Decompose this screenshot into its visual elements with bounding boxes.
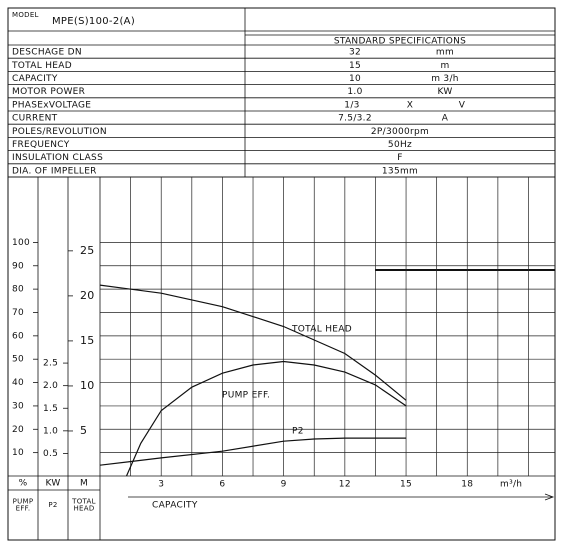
spec-value: X xyxy=(407,100,413,110)
spec-value: 10 xyxy=(349,74,361,84)
x-axis-title: CAPACITY xyxy=(152,501,198,511)
curve xyxy=(99,437,407,466)
spec-label: PHASExVOLTAGE xyxy=(12,100,91,110)
y-tick-label: 70 xyxy=(12,308,24,318)
y-tick-label: 25 xyxy=(80,244,95,257)
y-tick-label: 30 xyxy=(12,401,24,411)
y-tick-label: 15 xyxy=(80,334,95,347)
spec-value: 7.5/3.2 xyxy=(338,114,372,124)
spec-value: mm xyxy=(436,48,454,58)
spec-label: CAPACITY xyxy=(12,74,58,84)
curve xyxy=(125,360,407,477)
y-tick-label: 100 xyxy=(12,238,30,248)
spec-value: A xyxy=(442,114,449,124)
model-value: MPE(S)100-2(A) xyxy=(52,16,135,27)
spec-value: 1/3 xyxy=(344,100,359,110)
axis-name: PUMP xyxy=(13,498,34,506)
x-tick-label: 12 xyxy=(339,480,351,490)
y-tick-label: 60 xyxy=(12,331,24,341)
x-tick-label: 18 xyxy=(461,480,473,490)
curve xyxy=(99,284,407,401)
arrow-head xyxy=(544,493,555,501)
axis-name: HEAD xyxy=(73,505,94,513)
y-tick-label: 20 xyxy=(80,289,95,302)
axis-unit: % xyxy=(19,479,28,489)
spec-label: TOTAL HEAD xyxy=(11,61,72,71)
axis-name: TOTAL xyxy=(71,498,96,506)
spec-value: m 3/h xyxy=(431,74,459,84)
specs-title: STANDARD SPECIFICATIONS xyxy=(334,37,466,47)
model-label: MODEL xyxy=(12,11,39,19)
x-unit: m³/h xyxy=(500,480,522,490)
spec-label: DESCHAGE DN xyxy=(12,48,82,58)
spec-value: 32 xyxy=(349,48,361,58)
spec-value: F xyxy=(397,153,402,163)
spec-label: FREQUENCY xyxy=(12,140,70,150)
y-tick-label: 80 xyxy=(12,285,24,295)
y-tick-label: 1.5 xyxy=(43,404,58,414)
x-tick-label: 6 xyxy=(219,480,225,490)
y-tick-label: 1.0 xyxy=(43,426,58,436)
x-tick-label: 9 xyxy=(281,480,287,490)
y-tick-label: 40 xyxy=(12,378,24,388)
axis-name: EFF. xyxy=(16,505,31,513)
spec-label: MOTOR POWER xyxy=(12,87,85,97)
y-tick-label: 5 xyxy=(80,424,87,437)
x-tick-label: 15 xyxy=(400,480,412,490)
y-tick-label: 90 xyxy=(12,261,24,271)
y-tick-label: 2.0 xyxy=(43,381,58,391)
spec-label: DIA. OF IMPELLER xyxy=(12,166,97,176)
y-tick-label: 0.5 xyxy=(43,449,58,459)
y-tick-label: 10 xyxy=(12,448,24,458)
spec-value: 2P/3000rpm xyxy=(371,127,429,137)
curve-label: PUMP EFF. xyxy=(222,391,270,401)
y-tick-label: 10 xyxy=(80,379,95,392)
spec-value: 15 xyxy=(349,61,361,71)
spec-label: CURRENT xyxy=(12,114,58,124)
spec-value: V xyxy=(459,100,466,110)
border xyxy=(7,7,556,541)
spec-value: 1.0 xyxy=(347,87,362,97)
y-tick-label: 2.5 xyxy=(43,359,58,369)
spec-value: 135mm xyxy=(382,166,418,176)
y-tick-label: 50 xyxy=(12,355,24,365)
spec-value: KW xyxy=(437,87,452,97)
y-tick-label: 20 xyxy=(12,425,24,435)
curve-label: P2 xyxy=(292,427,304,437)
x-tick-label: 3 xyxy=(158,480,164,490)
spec-value: 50Hz xyxy=(388,140,412,150)
axis-unit: M xyxy=(80,479,88,489)
axis-unit: KW xyxy=(45,479,60,489)
spec-value: m xyxy=(440,61,449,71)
axis-name: P2 xyxy=(48,501,57,509)
spec-label: INSULATION CLASS xyxy=(12,153,103,163)
spec-label: POLES/REVOLUTION xyxy=(12,127,107,137)
curve-label: TOTAL HEAD xyxy=(291,325,352,335)
